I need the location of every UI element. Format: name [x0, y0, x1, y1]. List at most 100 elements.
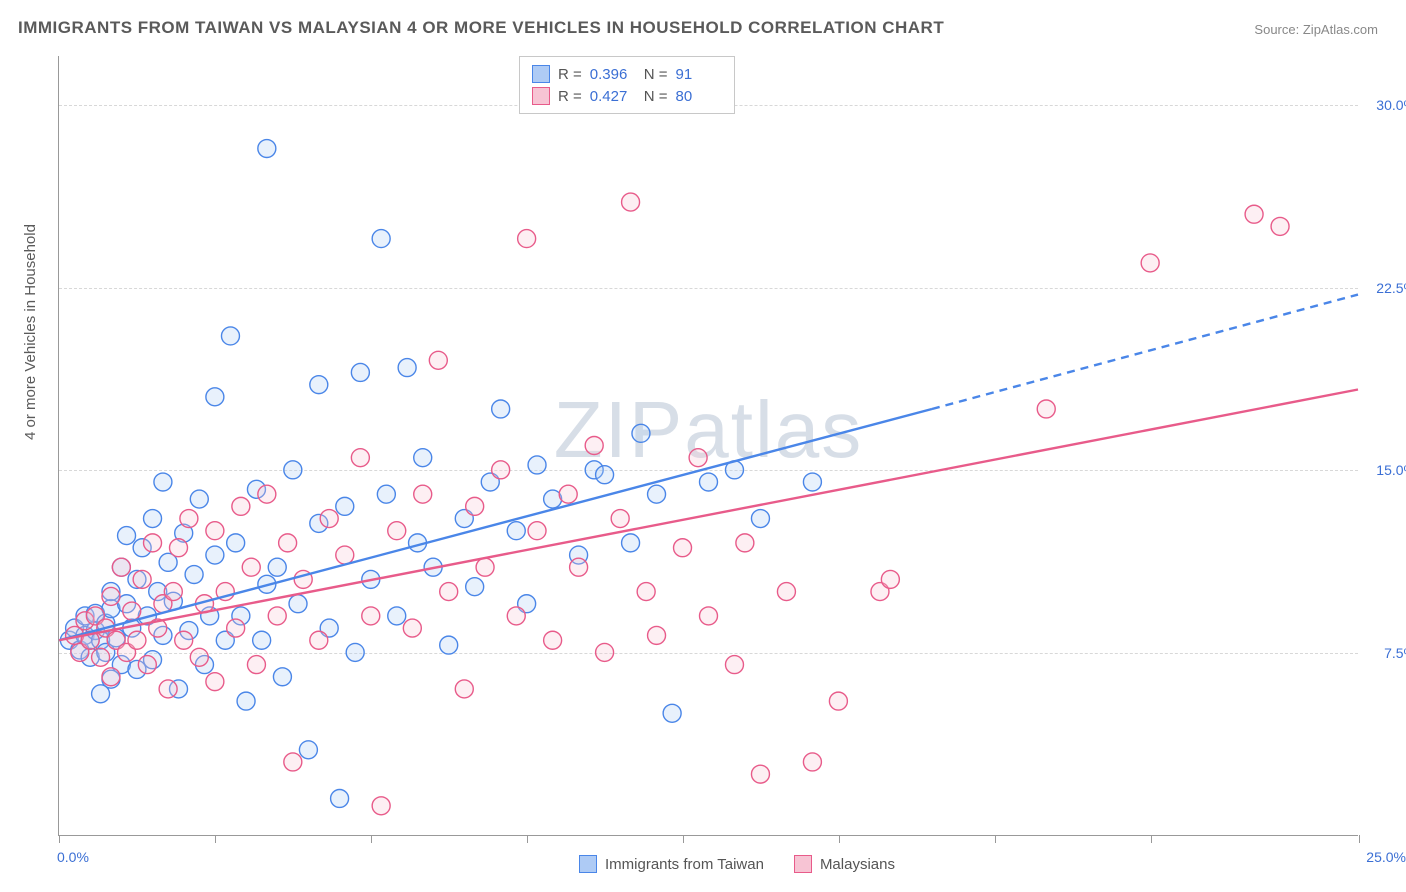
data-point [736, 534, 754, 552]
data-point [221, 327, 239, 345]
data-point [476, 558, 494, 576]
data-point [289, 595, 307, 613]
data-point [372, 797, 390, 815]
data-point [237, 692, 255, 710]
data-point [118, 527, 136, 545]
y-tick-label: 30.0% [1366, 97, 1406, 113]
legend-label-taiwan: Immigrants from Taiwan [605, 856, 764, 873]
data-point [1141, 254, 1159, 272]
data-point [133, 570, 151, 588]
n-label: N = [644, 66, 668, 83]
data-point [310, 631, 328, 649]
data-point [170, 539, 188, 557]
data-point [585, 437, 603, 455]
data-point [320, 510, 338, 528]
data-point [492, 461, 510, 479]
chart-title: IMMIGRANTS FROM TAIWAN VS MALAYSIAN 4 OR… [18, 18, 944, 38]
data-point [138, 656, 156, 674]
data-point [227, 619, 245, 637]
data-point [159, 680, 177, 698]
data-point [622, 193, 640, 211]
data-point [648, 626, 666, 644]
y-tick-label: 22.5% [1366, 280, 1406, 296]
r-value-taiwan: 0.396 [590, 66, 636, 83]
data-point [388, 607, 406, 625]
data-point [388, 522, 406, 540]
data-point [544, 631, 562, 649]
data-point [398, 359, 416, 377]
data-point [700, 607, 718, 625]
data-point [528, 456, 546, 474]
stats-legend: R = 0.396 N = 91 R = 0.427 N = 80 [519, 56, 735, 114]
r-label: R = [558, 66, 582, 83]
data-point [346, 643, 364, 661]
data-point [622, 534, 640, 552]
data-point [273, 668, 291, 686]
data-point [570, 558, 588, 576]
data-point [253, 631, 271, 649]
data-point [190, 648, 208, 666]
data-point [466, 578, 484, 596]
data-point [268, 607, 286, 625]
series-legend: Immigrants from Taiwan Malaysians [579, 855, 895, 873]
data-point [180, 510, 198, 528]
data-point [258, 140, 276, 158]
data-point [377, 485, 395, 503]
data-point [632, 424, 650, 442]
source-label: Source: [1254, 22, 1299, 37]
data-point [331, 789, 349, 807]
n-value-malaysians: 80 [676, 88, 722, 105]
x-tick [371, 835, 372, 843]
data-point [414, 485, 432, 503]
data-point [751, 765, 769, 783]
data-point [164, 583, 182, 601]
data-point [268, 558, 286, 576]
data-point [175, 631, 193, 649]
data-point [190, 490, 208, 508]
n-value-taiwan: 91 [676, 66, 722, 83]
data-point [455, 680, 473, 698]
data-point [128, 631, 146, 649]
data-point [284, 753, 302, 771]
data-point [559, 485, 577, 503]
x-tick [995, 835, 996, 843]
data-point [336, 546, 354, 564]
x-tick [59, 835, 60, 843]
data-point [440, 636, 458, 654]
x-tick [1359, 835, 1360, 843]
x-tick [527, 835, 528, 843]
data-point [206, 546, 224, 564]
data-point [881, 570, 899, 588]
data-point [372, 230, 390, 248]
data-point [310, 376, 328, 394]
swatch-taiwan [532, 65, 550, 83]
data-point [440, 583, 458, 601]
data-point [279, 534, 297, 552]
data-point [206, 388, 224, 406]
data-point [336, 497, 354, 515]
data-point [596, 466, 614, 484]
data-point [144, 534, 162, 552]
data-point [362, 607, 380, 625]
x-tick [839, 835, 840, 843]
data-point [751, 510, 769, 528]
data-point [648, 485, 666, 503]
data-point [414, 449, 432, 467]
data-point [299, 741, 317, 759]
data-point [507, 607, 525, 625]
data-point [700, 473, 718, 491]
data-point [1271, 217, 1289, 235]
data-point [674, 539, 692, 557]
swatch-taiwan-icon [579, 855, 597, 873]
source-credit: Source: ZipAtlas.com [1254, 22, 1378, 37]
data-point [689, 449, 707, 467]
x-axis-min-label: 0.0% [57, 849, 89, 865]
data-point [185, 566, 203, 584]
data-point [227, 534, 245, 552]
n-label: N = [644, 88, 668, 105]
data-point [611, 510, 629, 528]
data-point [247, 656, 265, 674]
data-point [232, 497, 250, 515]
source-link[interactable]: ZipAtlas.com [1303, 22, 1378, 37]
x-tick [1151, 835, 1152, 843]
